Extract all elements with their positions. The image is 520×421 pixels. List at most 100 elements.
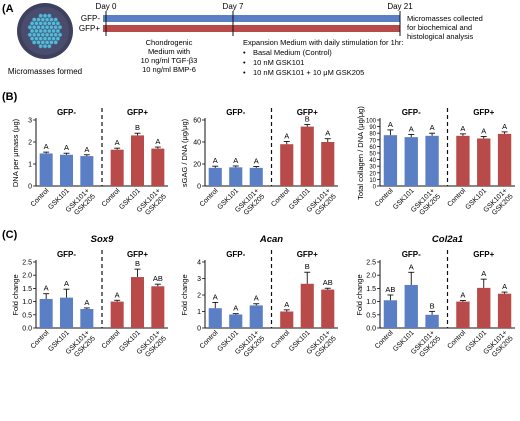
group-label: GFP+ [473,108,494,117]
significance-letter: A [460,124,465,133]
significance-letter: A [155,137,160,146]
micromass-bead [40,32,45,37]
micromass-bead [44,25,50,30]
expansion-item-2: 10 nM GSK101 [253,58,304,67]
bar [151,148,165,186]
y-tick-label: 0 [373,185,377,191]
significance-letter: A [409,125,414,134]
bar [280,311,294,328]
micromass-bead [53,25,58,30]
y-tick-label: 2 [28,140,32,147]
y-tick-label: 0 [28,184,32,191]
significance-letter: A [409,262,414,271]
y-tick-label: 20 [369,171,376,177]
y-tick-label: 0.0 [366,326,376,333]
significance-letter: AB [153,274,163,283]
bar [404,284,418,328]
y-tick-label: 1.0 [22,299,32,306]
significance-letter: A [115,290,120,299]
panel-label-a: (A) [2,3,18,15]
micromass-bead [47,28,52,34]
day-0-label: Day 0 [96,2,117,11]
micromass-bead [32,17,37,22]
y-tick-label: 3 [197,276,201,283]
micromass-bead [42,36,48,41]
micromass-bead [38,13,43,19]
bar [404,137,418,186]
bar [300,283,314,328]
y-tick-label: 60 [369,145,376,151]
gene-title: Acan [259,234,283,245]
significance-letter: A [502,122,507,131]
group-label: GFP- [226,250,245,259]
bar [130,277,145,328]
y-axis-label: Total collagen / DNA (μg/μg) [356,106,365,200]
timeline: Day 0 Day 7 Day 21 GFP- GFP+ Chondrogeni… [79,2,483,77]
bar [229,314,243,328]
micromass-bead [40,25,45,30]
y-tick-label: 0.5 [22,312,32,319]
bar [249,305,263,328]
micromass-bead [47,36,52,41]
significance-letter: A [44,142,49,151]
y-tick-label: 0 [197,326,201,333]
significance-letter: B [430,301,435,310]
bar [229,167,243,186]
micromass-bead [34,21,39,26]
micromass-bead [47,13,52,19]
timeline-row-gfp-plus: GFP+ [79,24,100,33]
group-label: GFP- [226,108,245,117]
gene-title: Sox9 [91,234,114,245]
micromass-bead [55,36,61,41]
micromass-bead [29,21,35,26]
y-tick-label: 40 [369,158,376,164]
y-tick-label: 80 [369,132,376,138]
micromass-bead [44,40,50,45]
bullet-1: • [243,48,246,57]
significance-letter: A [233,156,238,165]
significance-letter: A [44,284,49,293]
micromass-bead [38,21,43,26]
micromass-photo [14,2,76,60]
micromass-bead [38,36,43,41]
timeline-bar-gfp-minus [103,15,400,22]
bar [151,286,165,328]
micromass-bead [36,17,41,22]
y-axis-label: Fold change [11,274,20,315]
micromass-bead [42,13,48,19]
micromass-bead [49,25,54,30]
y-tick-label: 2 [197,293,201,300]
bar [477,287,491,328]
bar [425,135,439,186]
y-tick-label: 0 [197,184,201,191]
group-label: GFP+ [473,250,494,259]
significance-letter: A [84,145,89,154]
micromass-bead [44,32,50,37]
end-note-line-2: for biochemical and [407,23,472,32]
expansion-item-1: Basal Medium (Control) [253,48,332,57]
significance-letter: A [254,157,259,166]
micromass-bead [36,32,41,37]
day-7-label: Day 7 [223,2,244,11]
significance-letter: A [213,156,218,165]
bar [383,300,398,328]
end-note-line-3: histological analysis [407,32,474,41]
micromass-bead [27,25,33,30]
panel-label-b: (B) [2,91,18,103]
y-tick-label: 30 [369,165,376,171]
y-axis-label: Fold change [355,274,364,315]
micromass-bead [55,28,61,34]
y-tick-label: 1.0 [366,299,376,306]
y-tick-label: 60 [193,118,201,125]
bar [39,153,53,186]
micromass-bead [29,36,35,41]
y-tick-label: 0.0 [22,326,32,333]
bar [59,154,74,186]
chondrogenic-line-4: 10 ng/ml BMP-6 [142,65,196,74]
group-label: GFP+ [127,250,148,259]
bar [497,133,512,186]
y-tick-label: 1.5 [366,286,376,293]
